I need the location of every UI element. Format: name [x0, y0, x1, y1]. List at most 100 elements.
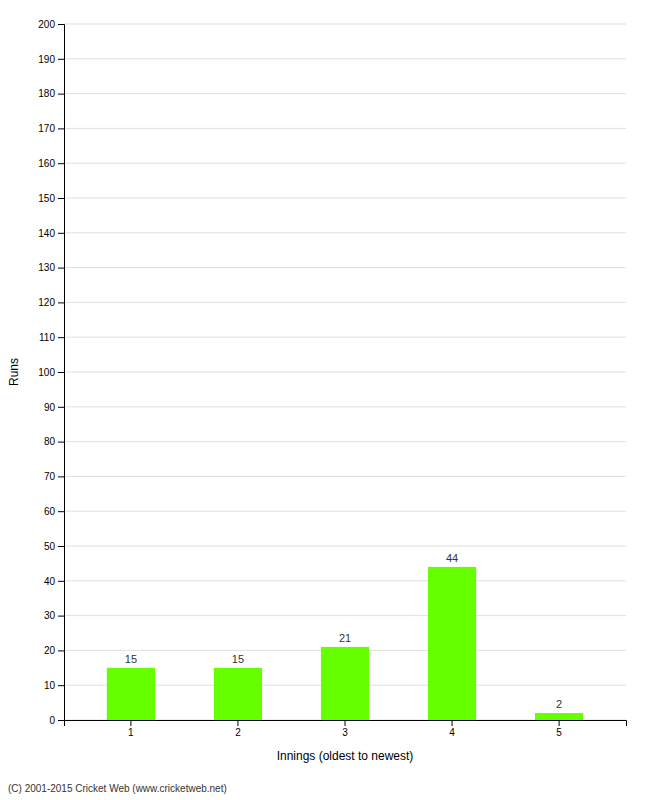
- y-tick-mark: [58, 442, 64, 443]
- bars: [107, 567, 583, 720]
- y-tick-mark: [58, 511, 64, 512]
- y-tick: 140: [38, 228, 64, 239]
- x-tick-mark: [345, 720, 346, 726]
- y-tick: 50: [44, 541, 64, 552]
- x-tick-label: 4: [449, 727, 455, 738]
- y-tick: 200: [38, 19, 64, 30]
- y-tick: 70: [44, 471, 64, 482]
- y-tick-mark: [58, 616, 64, 617]
- y-tick-label: 50: [44, 541, 56, 552]
- bar: [107, 668, 155, 720]
- data-label: 15: [232, 653, 244, 665]
- y-tick: 130: [38, 262, 64, 273]
- grid-line: [64, 24, 626, 25]
- y-tick-mark: [58, 581, 64, 582]
- grid-line: [64, 198, 626, 199]
- y-axis: 0 10 20 30 40 50 60 70 80 90 100 110 120 130 140 150 160…: [38, 19, 64, 726]
- y-tick-mark: [58, 337, 64, 338]
- y-tick: 110: [39, 332, 64, 343]
- data-label: 15: [125, 653, 137, 665]
- y-tick-label: 20: [44, 645, 56, 656]
- y-tick-mark: [58, 546, 64, 547]
- y-tick-mark: [58, 198, 64, 199]
- y-tick-label: 70: [44, 471, 56, 482]
- y-tick: 150: [38, 193, 64, 204]
- y-tick-label: 100: [38, 367, 55, 378]
- y-tick-label: 180: [38, 88, 55, 99]
- y-tick: 100: [38, 367, 64, 378]
- y-tick-mark: [58, 24, 64, 25]
- data-label: 21: [339, 632, 351, 644]
- x-tick-label: 2: [235, 727, 241, 738]
- bar: [535, 713, 583, 720]
- y-tick-mark: [58, 233, 64, 234]
- x-tick-mark: [130, 720, 131, 726]
- grid-line: [64, 163, 626, 164]
- y-tick-label: 90: [44, 402, 56, 413]
- x-tick-mark: [452, 720, 453, 726]
- y-tick-label: 200: [38, 19, 55, 30]
- x-axis-line: [65, 721, 627, 727]
- y-tick: 60: [44, 506, 64, 517]
- data-labels: 151521442: [125, 552, 562, 710]
- data-label: 2: [556, 698, 562, 710]
- y-tick-label: 30: [44, 610, 56, 621]
- y-tick: 20: [44, 645, 64, 656]
- y-tick: 30: [44, 610, 64, 621]
- y-tick-mark: [58, 268, 64, 269]
- grid-line: [64, 128, 626, 129]
- grid-line: [64, 406, 626, 407]
- y-tick-mark: [58, 128, 64, 129]
- x-axis-title: Innings (oldest to newest): [277, 749, 414, 763]
- grid-line: [64, 232, 626, 233]
- bar: [428, 567, 476, 720]
- y-axis-line: [58, 25, 65, 721]
- grid-line: [64, 337, 626, 338]
- y-tick-label: 120: [38, 297, 55, 308]
- y-tick: 120: [38, 297, 64, 308]
- y-tick-label: 110: [39, 332, 55, 343]
- x-tick: 2: [235, 720, 241, 738]
- chart: 0 10 20 30 40 50 60 70 80 90 100 110 120 130 140 150 160…: [0, 0, 650, 800]
- y-tick: 180: [38, 88, 64, 99]
- y-tick-label: 190: [38, 54, 55, 65]
- x-tick-label: 5: [556, 727, 562, 738]
- y-tick: 170: [38, 123, 64, 134]
- y-tick-label: 10: [44, 680, 56, 691]
- y-tick-label: 160: [38, 158, 55, 169]
- y-tick: 0: [49, 715, 64, 726]
- x-axis: 1 2 3 4 5: [65, 720, 627, 738]
- grid-line: [64, 615, 626, 616]
- grid-line: [64, 93, 626, 94]
- y-tick-mark: [58, 685, 64, 686]
- y-tick-mark: [58, 59, 64, 60]
- y-tick-mark: [58, 650, 64, 651]
- bar: [321, 647, 369, 720]
- y-tick-mark: [58, 476, 64, 477]
- y-tick-label: 130: [38, 262, 55, 273]
- y-tick-label: 0: [49, 715, 55, 726]
- grid-line: [64, 302, 626, 303]
- grid: [64, 24, 626, 720]
- x-tick: 1: [128, 720, 134, 738]
- y-tick-mark: [58, 372, 64, 373]
- y-axis-title: Runs: [7, 358, 21, 386]
- y-tick-mark: [58, 407, 64, 408]
- grid-line: [64, 441, 626, 442]
- bar: [214, 668, 262, 720]
- x-tick: 3: [342, 720, 348, 738]
- y-tick: 190: [38, 54, 64, 65]
- y-tick-label: 60: [44, 506, 56, 517]
- y-tick-label: 140: [38, 228, 55, 239]
- grid-line: [64, 580, 626, 581]
- y-tick-label: 40: [44, 576, 56, 587]
- y-tick-label: 150: [38, 193, 55, 204]
- grid-line: [64, 476, 626, 477]
- x-tick: 5: [556, 720, 562, 738]
- y-tick: 80: [44, 436, 64, 447]
- y-tick: 90: [44, 402, 64, 413]
- x-tick-label: 1: [128, 727, 134, 738]
- plot-area: 0 10 20 30 40 50 60 70 80 90 100 110 120 130 140 150 160…: [38, 19, 626, 738]
- grid-line: [64, 546, 626, 547]
- x-tick-mark: [237, 720, 238, 726]
